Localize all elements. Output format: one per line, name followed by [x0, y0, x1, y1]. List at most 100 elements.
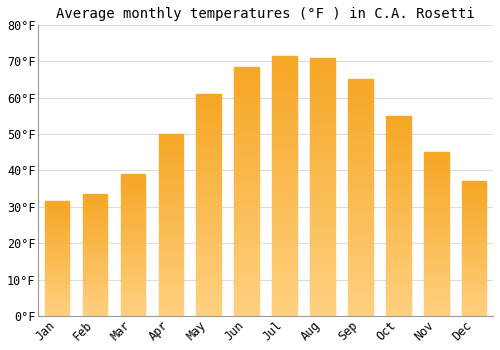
Bar	[272, 243, 297, 248]
Bar	[310, 270, 335, 275]
Bar	[120, 186, 146, 188]
Bar	[424, 247, 448, 251]
Bar	[120, 222, 146, 225]
Bar	[462, 278, 486, 281]
Bar	[348, 94, 372, 98]
Bar	[462, 259, 486, 262]
Bar	[272, 82, 297, 87]
Bar	[120, 188, 146, 191]
Bar	[272, 300, 297, 306]
Bar	[120, 234, 146, 237]
Bar	[310, 197, 335, 202]
Bar	[386, 220, 410, 224]
Bar	[196, 240, 221, 245]
Bar	[272, 222, 297, 228]
Bar	[424, 313, 448, 316]
Bar	[45, 275, 70, 277]
Bar	[234, 256, 259, 261]
Bar	[386, 204, 410, 208]
Bar	[196, 227, 221, 232]
Bar	[348, 245, 372, 250]
Bar	[462, 192, 486, 195]
Bar	[348, 188, 372, 193]
Bar	[45, 302, 70, 304]
Bar	[462, 284, 486, 286]
Bar	[120, 279, 146, 282]
Bar	[83, 272, 108, 274]
Bar	[196, 165, 221, 169]
Bar	[83, 240, 108, 243]
Bar	[196, 209, 221, 214]
Bar	[234, 77, 259, 82]
Bar	[196, 130, 221, 134]
Bar	[158, 301, 183, 305]
Bar	[234, 201, 259, 206]
Bar	[234, 141, 259, 147]
Bar	[462, 310, 486, 313]
Bar	[234, 87, 259, 92]
Bar	[310, 202, 335, 208]
Bar	[45, 250, 70, 252]
Bar	[272, 71, 297, 77]
Bar	[424, 224, 448, 228]
Bar	[158, 141, 183, 145]
Bar	[386, 212, 410, 216]
Bar	[158, 174, 183, 178]
Bar	[386, 288, 410, 292]
Bar	[45, 277, 70, 279]
Bar	[196, 280, 221, 285]
Bar	[310, 171, 335, 176]
Bar	[462, 308, 486, 310]
Bar	[120, 265, 146, 268]
Bar	[272, 56, 297, 316]
Bar	[196, 174, 221, 178]
Bar	[120, 253, 146, 256]
Bar	[272, 212, 297, 217]
Bar	[120, 307, 146, 310]
Bar	[462, 205, 486, 208]
Bar	[424, 215, 448, 218]
Bar	[120, 302, 146, 304]
Bar	[272, 274, 297, 280]
Bar	[272, 155, 297, 160]
Bar	[386, 308, 410, 312]
Bar	[158, 290, 183, 294]
Bar	[120, 194, 146, 197]
Bar	[310, 290, 335, 295]
Bar	[196, 267, 221, 272]
Bar	[348, 269, 372, 273]
Bar	[310, 176, 335, 182]
Bar	[310, 192, 335, 197]
Bar	[424, 152, 448, 316]
Bar	[348, 79, 372, 84]
Bar	[234, 181, 259, 186]
Bar	[196, 147, 221, 152]
Bar	[158, 214, 183, 218]
Bar	[45, 300, 70, 302]
Bar	[462, 203, 486, 205]
Bar	[234, 67, 259, 72]
Bar	[310, 161, 335, 166]
Bar	[234, 186, 259, 191]
Bar	[234, 112, 259, 117]
Bar	[234, 211, 259, 216]
Bar	[424, 306, 448, 309]
Bar	[386, 140, 410, 144]
Bar	[310, 259, 335, 264]
Bar	[83, 262, 108, 265]
Bar	[348, 169, 372, 174]
Bar	[45, 282, 70, 284]
Bar	[386, 144, 410, 148]
Bar	[196, 178, 221, 183]
Bar	[462, 281, 486, 284]
Bar	[462, 251, 486, 254]
Bar	[348, 193, 372, 198]
Bar	[310, 306, 335, 311]
Bar	[310, 140, 335, 146]
Bar	[120, 245, 146, 248]
Bar	[424, 303, 448, 306]
Bar	[348, 136, 372, 141]
Bar	[386, 272, 410, 276]
Bar	[45, 312, 70, 314]
Bar	[120, 191, 146, 194]
